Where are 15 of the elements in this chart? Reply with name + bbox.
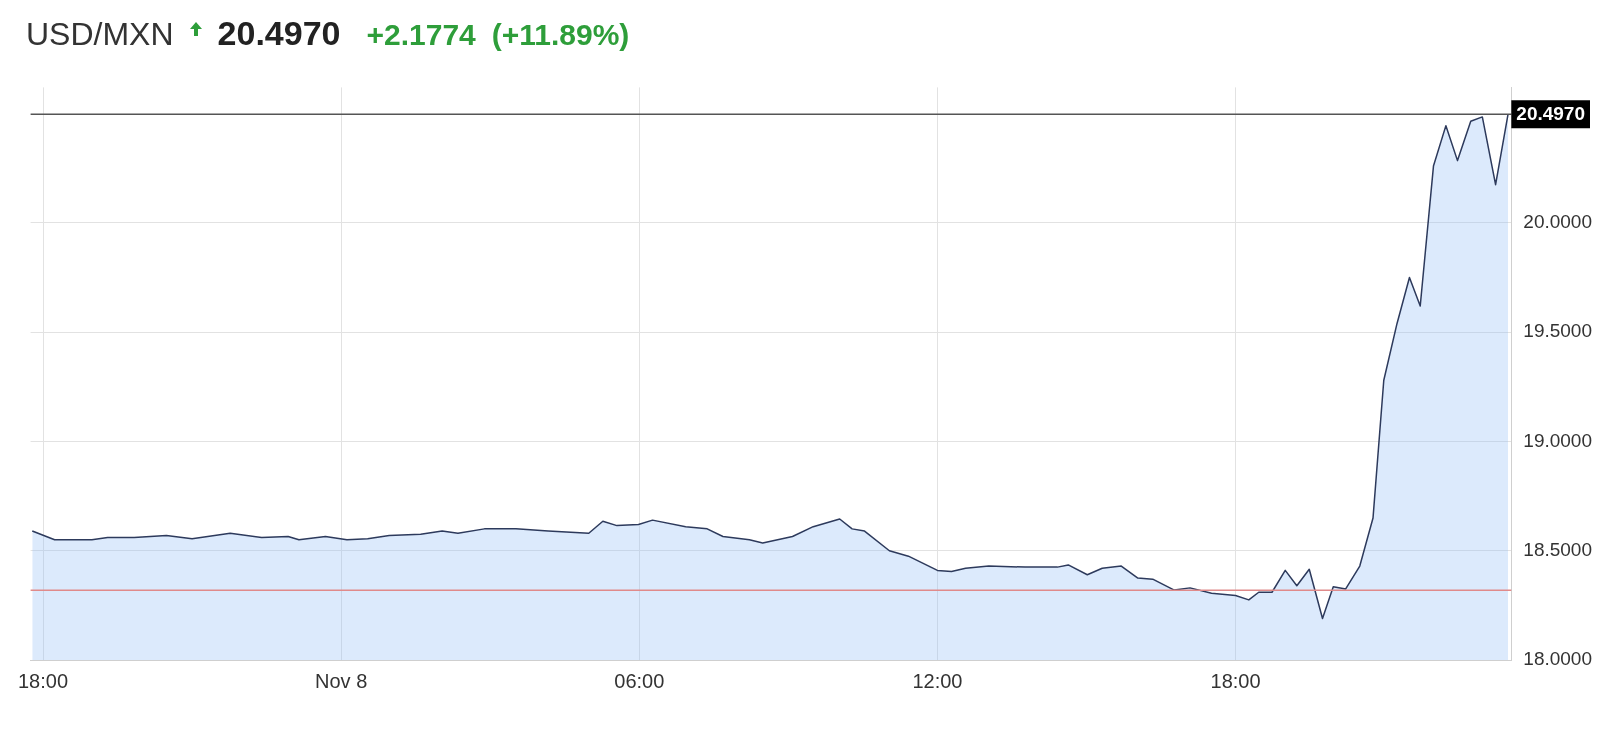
y-tick-label: 18.5000: [1523, 538, 1593, 560]
ref-line-label: 20.4970: [1516, 102, 1586, 124]
x-tick-label: 18:00: [1210, 669, 1261, 692]
text: +2.1774: [366, 18, 476, 52]
x-tick-label: 12:00: [912, 669, 963, 692]
text: (+11.89%): [491, 18, 630, 52]
y-tick-label: 20.0000: [1523, 211, 1593, 233]
y-tick-label: 18.0000: [1523, 648, 1593, 670]
y-tick-label: 19.5000: [1523, 320, 1593, 342]
text: 20.4970: [217, 14, 341, 53]
x-tick-label: 06:00: [614, 669, 665, 692]
x-tick-label: Nov 8: [315, 669, 368, 692]
x-tick-label: 18:00: [17, 669, 69, 692]
y-tick-label: 19.0000: [1523, 429, 1593, 451]
chart-title: USD/MXN: [26, 16, 174, 53]
